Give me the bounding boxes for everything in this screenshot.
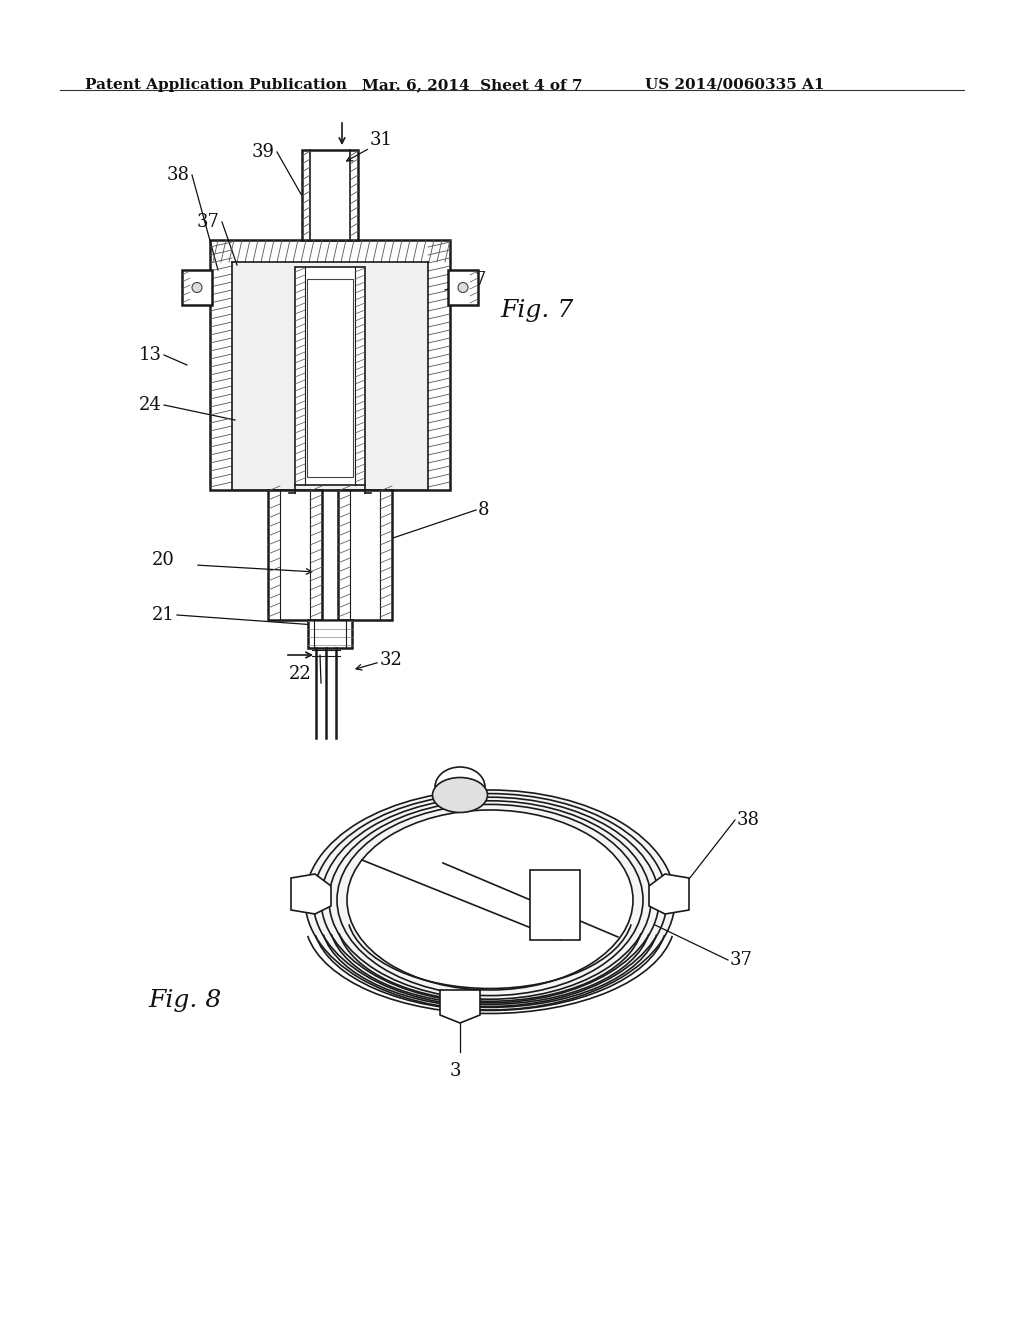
Text: US 2014/0060335 A1: US 2014/0060335 A1	[645, 78, 824, 92]
Text: Fig. 8: Fig. 8	[148, 989, 221, 1011]
Bar	[182, 271, 212, 305]
Ellipse shape	[347, 810, 633, 990]
Text: Mar. 6, 2014  Sheet 4 of 7: Mar. 6, 2014 Sheet 4 of 7	[362, 78, 583, 92]
Text: 20: 20	[153, 550, 175, 569]
Text: 39: 39	[252, 143, 275, 161]
Ellipse shape	[432, 777, 487, 813]
Text: 7: 7	[475, 271, 486, 289]
Circle shape	[458, 282, 468, 293]
Bar	[530, 870, 580, 940]
Bar	[308, 620, 352, 648]
Bar	[268, 490, 322, 620]
Text: 24: 24	[139, 396, 162, 414]
Ellipse shape	[310, 855, 670, 975]
Text: 3: 3	[450, 1063, 461, 1080]
Bar	[295, 267, 365, 484]
Ellipse shape	[305, 789, 675, 1010]
Circle shape	[193, 282, 202, 293]
Polygon shape	[291, 874, 331, 913]
Bar	[232, 261, 428, 490]
Text: 38: 38	[167, 166, 190, 183]
Text: 13: 13	[139, 346, 162, 364]
Bar	[210, 240, 450, 490]
Bar	[338, 490, 392, 620]
Text: 22: 22	[289, 665, 311, 682]
Bar	[302, 150, 358, 240]
Text: Patent Application Publication: Patent Application Publication	[85, 78, 347, 92]
Text: Fig. 7: Fig. 7	[500, 298, 573, 322]
Text: 37: 37	[730, 950, 753, 969]
Text: 31: 31	[370, 131, 393, 149]
Bar	[449, 271, 478, 305]
Polygon shape	[649, 874, 689, 913]
Text: 37: 37	[198, 213, 220, 231]
Text: 21: 21	[153, 606, 175, 624]
Bar	[307, 279, 353, 477]
Text: 32: 32	[380, 651, 402, 669]
Polygon shape	[440, 990, 480, 1023]
Text: 38: 38	[737, 810, 760, 829]
Text: 8: 8	[478, 502, 489, 519]
